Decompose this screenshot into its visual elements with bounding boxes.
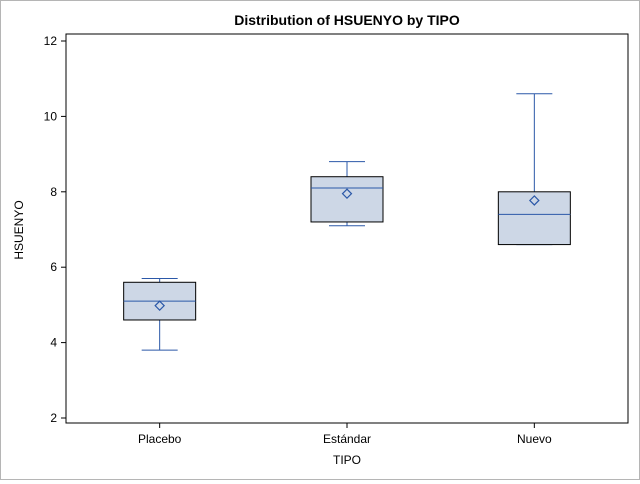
y-axis: 2 4 6 8 10 12	[44, 34, 66, 425]
y-tick-label: 2	[50, 411, 57, 425]
mean-marker	[341, 188, 353, 200]
y-tick-label: 10	[44, 109, 58, 123]
y-tick-label: 6	[50, 260, 57, 274]
mean-marker	[528, 195, 540, 206]
box-nuevo	[497, 93, 571, 246]
chart-title: Distribution of HSUENYO by TIPO	[234, 12, 460, 28]
x-tick-label: Placebo	[138, 432, 182, 446]
y-tick-label: 12	[44, 34, 58, 48]
x-axis: Placebo Estándar Nuevo	[138, 423, 552, 446]
y-tick-label: 4	[50, 336, 57, 350]
box-placebo	[123, 278, 197, 351]
mean-marker	[154, 300, 166, 312]
x-tick-label: Nuevo	[517, 432, 552, 446]
x-tick-label: Estándar	[323, 432, 371, 446]
y-axis-label: HSUENYO	[12, 200, 26, 259]
iqr-box	[310, 176, 384, 223]
x-axis-label: TIPO	[333, 453, 361, 467]
iqr-box	[497, 191, 571, 246]
box-estándar	[310, 161, 384, 227]
boxes-layer	[123, 93, 571, 351]
y-tick-label: 8	[50, 185, 57, 199]
